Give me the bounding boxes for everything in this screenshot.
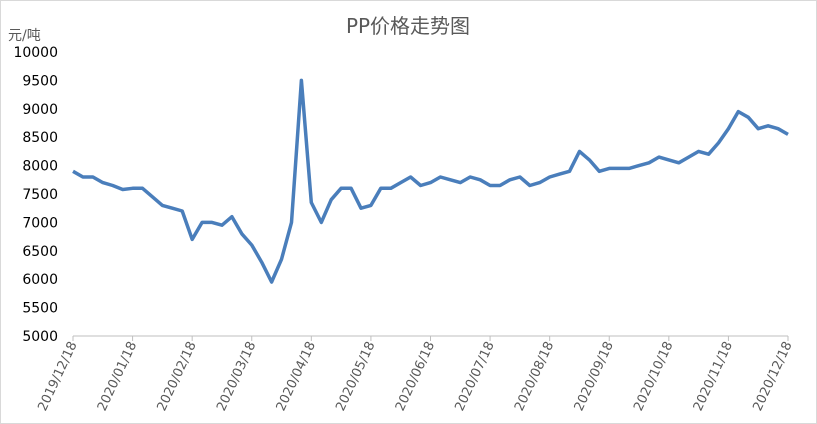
y-tick-label: 8000 bbox=[22, 159, 58, 175]
line-series bbox=[72, 78, 789, 284]
y-tick-label: 8500 bbox=[22, 130, 58, 146]
y-tick-label: 10000 bbox=[13, 45, 58, 61]
y-tick-label: 5000 bbox=[22, 329, 58, 345]
y-tick-label: 7500 bbox=[22, 187, 58, 203]
y-tick-label: 6500 bbox=[22, 244, 58, 260]
y-tick-label: 6000 bbox=[22, 272, 58, 288]
y-tick-label: 5500 bbox=[22, 301, 58, 317]
y-tick-label: 7000 bbox=[22, 215, 58, 231]
y-axis-label: 元/吨 bbox=[8, 28, 41, 44]
chart-title: PP价格走势图 bbox=[346, 14, 470, 38]
y-tick-label: 9500 bbox=[22, 73, 58, 89]
y-tick-label: 9000 bbox=[22, 102, 58, 118]
